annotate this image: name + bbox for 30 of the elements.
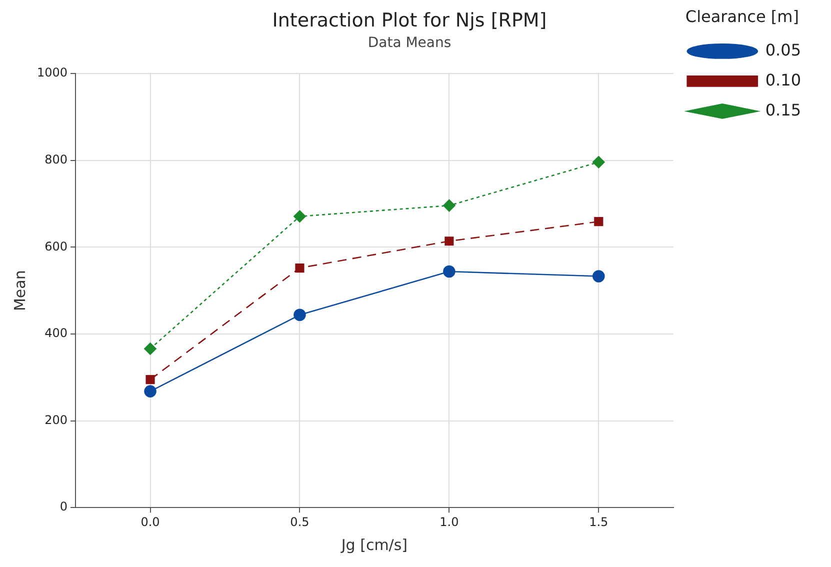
- y-axis-title: Mean: [10, 270, 29, 312]
- point: [294, 210, 306, 223]
- point: [144, 342, 156, 355]
- y-tick-label: 600: [44, 239, 68, 254]
- point: [443, 199, 456, 212]
- point: [444, 236, 454, 246]
- point: [294, 308, 306, 322]
- legend-title: Clearance [m]: [685, 7, 799, 26]
- y-tick-label: 200: [44, 412, 68, 427]
- point: [592, 270, 605, 282]
- legend-label: 0.15: [765, 100, 801, 120]
- legend-label: 0.10: [765, 70, 801, 90]
- point: [295, 263, 304, 273]
- x-tick-label: 1.0: [440, 514, 459, 529]
- point: [592, 156, 605, 168]
- y-tick-label: 0: [60, 500, 68, 514]
- x-axis-title: Jg [cm/s]: [340, 536, 408, 554]
- point: [146, 375, 155, 384]
- chart-title: Interaction Plot for Njs [RPM]: [272, 9, 547, 32]
- chart-subtitle: Data Means: [368, 34, 452, 51]
- legend-label: 0.05: [765, 40, 801, 60]
- y-tick-label: 400: [44, 326, 68, 340]
- x-tick-label: 1.5: [589, 514, 608, 529]
- point: [594, 217, 604, 226]
- y-tick-label: 800: [44, 152, 68, 167]
- y-tick-label: 1000: [36, 66, 68, 80]
- point: [144, 385, 156, 398]
- point: [443, 265, 456, 278]
- x-tick-label: 0.5: [290, 514, 310, 529]
- x-tick-label: 0.0: [140, 514, 160, 529]
